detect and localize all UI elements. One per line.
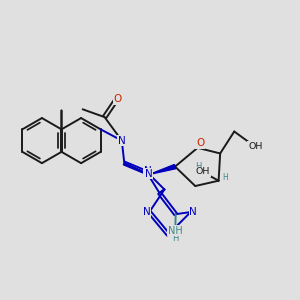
Text: H: H <box>172 234 178 243</box>
Text: N: N <box>118 136 126 146</box>
Text: O: O <box>196 138 204 148</box>
Text: N: N <box>143 207 151 217</box>
Text: OH: OH <box>196 167 210 176</box>
Text: H: H <box>195 162 201 171</box>
Text: N: N <box>145 169 153 179</box>
Text: OH: OH <box>248 142 262 151</box>
Polygon shape <box>149 164 176 174</box>
Text: NH: NH <box>168 226 182 236</box>
Text: N: N <box>144 166 152 176</box>
Text: H: H <box>223 173 228 182</box>
Text: N: N <box>189 207 197 217</box>
Text: O: O <box>113 94 122 104</box>
